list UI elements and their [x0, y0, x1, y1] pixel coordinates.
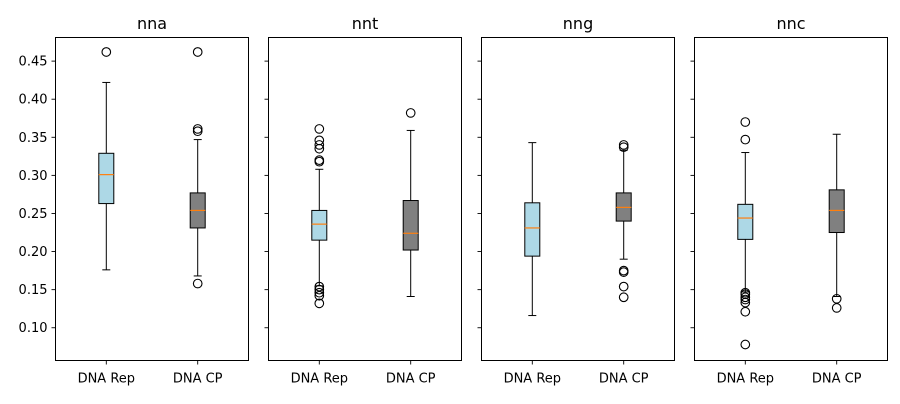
outlier-point	[740, 339, 751, 350]
panel-title: nng	[563, 14, 593, 33]
iqr-box	[98, 152, 115, 205]
panel-nna: nna 0.10 0.15 0.20 0.25 0.30 0.35 0.40 0.45 DNA R…	[19, 14, 249, 387]
axes-frame	[55, 37, 249, 361]
outlier-point	[314, 155, 325, 165]
outlier-point	[192, 124, 203, 134]
axes-frame	[694, 37, 888, 361]
outlier-point	[405, 108, 416, 118]
iqr-box	[828, 189, 845, 234]
panel-title: nnt	[352, 14, 379, 33]
box-dna-cp: DNA CP	[599, 140, 649, 387]
outlier-point	[192, 47, 203, 57]
panel-nng: nng DNA Rep DNA CP	[477, 14, 675, 387]
outlier-point	[740, 287, 751, 298]
y-tick-label: 0.40	[19, 93, 48, 108]
y-tick-label: 0.15	[19, 283, 48, 298]
y-tick-label: 0.35	[19, 131, 48, 146]
iqr-box	[311, 209, 328, 241]
outlier-point	[618, 265, 629, 276]
outlier-point	[831, 303, 842, 313]
outlier-point	[314, 140, 325, 150]
iqr-box	[402, 200, 419, 251]
outlier-point	[740, 306, 751, 317]
box-dna-cp: DNA CP	[812, 133, 862, 387]
outlier-point	[740, 292, 751, 303]
outlier-point	[618, 281, 629, 292]
x-tick-label: DNA CP	[812, 372, 862, 387]
panel-title: nnc	[776, 14, 805, 33]
iqr-box	[737, 203, 754, 240]
y-tick-label: 0.10	[19, 321, 48, 336]
outlier-point	[192, 126, 203, 137]
box-dna-rep: DNA Rep	[78, 47, 135, 387]
x-tick-label: DNA CP	[173, 372, 223, 387]
outlier-point	[831, 293, 842, 304]
outlier-point	[314, 298, 325, 309]
y-tick-label: 0.20	[19, 245, 48, 260]
box-dna-rep: DNA Rep	[291, 124, 348, 387]
box-dna-cp: DNA CP	[173, 47, 223, 387]
outlier-point	[618, 142, 629, 153]
x-tick-label: DNA Rep	[717, 372, 774, 387]
box-dna-cp: DNA CP	[386, 108, 436, 387]
outlier-point	[314, 284, 325, 295]
x-tick-label: DNA Rep	[504, 372, 561, 387]
panel-title: nna	[137, 14, 167, 33]
axes-frame	[268, 37, 462, 361]
iqr-box	[524, 202, 541, 257]
y-tick-label: 0.30	[19, 169, 48, 184]
box-dna-rep: DNA Rep	[717, 117, 774, 387]
outlier-point	[101, 47, 112, 57]
x-tick-label: DNA CP	[386, 372, 436, 387]
y-tick-label: 0.25	[19, 207, 48, 222]
outlier-point	[618, 140, 629, 150]
x-tick-label: DNA Rep	[291, 372, 348, 387]
outlier-point	[740, 294, 751, 305]
outlier-point	[740, 117, 751, 127]
outlier-point	[314, 135, 325, 146]
outlier-point	[618, 292, 629, 303]
box-dna-rep: DNA Rep	[504, 142, 561, 387]
panel-nnc: nnc DNA Rep DNA CP	[690, 14, 888, 387]
outlier-point	[314, 287, 325, 298]
panel-nnt: nnt DNA Rep DNA CP	[264, 14, 462, 387]
y-tick-label: 0.45	[19, 55, 48, 70]
outlier-point	[740, 134, 751, 145]
x-tick-label: DNA CP	[599, 372, 649, 387]
outlier-point	[192, 278, 203, 289]
x-tick-label: DNA Rep	[78, 372, 135, 387]
axes-frame	[481, 37, 675, 361]
outlier-point	[314, 281, 325, 292]
outlier-point	[314, 124, 325, 134]
